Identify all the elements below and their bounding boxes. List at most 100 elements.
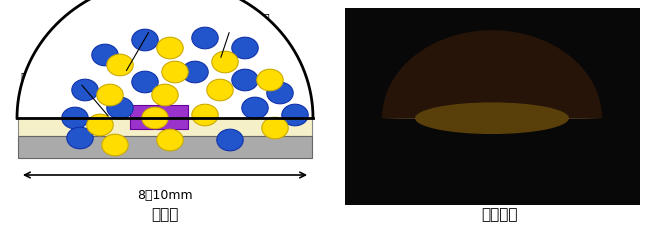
Polygon shape [454, 88, 530, 118]
Polygon shape [398, 44, 585, 118]
Ellipse shape [457, 116, 527, 121]
Ellipse shape [445, 112, 540, 124]
Polygon shape [439, 75, 545, 118]
Ellipse shape [162, 61, 188, 83]
Bar [18, 118, 312, 136]
Polygon shape [411, 54, 573, 118]
Ellipse shape [102, 134, 128, 156]
Text: 紫色チップ: 紫色チップ [20, 72, 57, 85]
Ellipse shape [62, 107, 88, 129]
Polygon shape [393, 39, 590, 118]
Bar [18, 136, 312, 158]
Polygon shape [440, 76, 544, 118]
Ellipse shape [460, 117, 525, 120]
Text: 8～10mm: 8～10mm [137, 189, 193, 202]
Polygon shape [410, 53, 574, 118]
Ellipse shape [415, 102, 569, 134]
Ellipse shape [192, 104, 218, 126]
Polygon shape [431, 69, 553, 118]
Ellipse shape [132, 29, 158, 51]
Polygon shape [391, 37, 593, 118]
Ellipse shape [152, 84, 178, 106]
Polygon shape [456, 90, 528, 118]
Ellipse shape [182, 61, 208, 83]
Bar [345, 8, 640, 205]
Ellipse shape [232, 69, 258, 91]
Polygon shape [455, 89, 529, 118]
Polygon shape [435, 72, 549, 118]
Ellipse shape [435, 109, 549, 128]
Ellipse shape [157, 129, 183, 151]
Text: Cl_MS蛍光体: Cl_MS蛍光体 [210, 12, 270, 25]
Polygon shape [430, 68, 554, 118]
Ellipse shape [432, 108, 552, 128]
Polygon shape [442, 78, 541, 118]
Ellipse shape [207, 79, 233, 101]
Ellipse shape [282, 104, 308, 126]
Polygon shape [443, 79, 540, 118]
Ellipse shape [430, 107, 554, 129]
Polygon shape [402, 47, 582, 118]
Ellipse shape [450, 114, 534, 123]
Polygon shape [387, 34, 597, 118]
Polygon shape [404, 48, 580, 118]
Ellipse shape [132, 71, 158, 93]
Ellipse shape [437, 109, 547, 127]
Ellipse shape [157, 37, 183, 59]
Polygon shape [450, 85, 534, 118]
Ellipse shape [142, 107, 168, 129]
Ellipse shape [452, 114, 532, 122]
Ellipse shape [428, 106, 556, 130]
Ellipse shape [425, 105, 559, 131]
Polygon shape [432, 70, 552, 118]
Polygon shape [396, 41, 588, 118]
Ellipse shape [92, 44, 118, 66]
Ellipse shape [72, 79, 98, 101]
Polygon shape [397, 42, 586, 118]
Polygon shape [409, 52, 575, 118]
Ellipse shape [232, 37, 258, 59]
Ellipse shape [462, 117, 522, 119]
Polygon shape [434, 71, 551, 118]
Polygon shape [445, 81, 539, 118]
Polygon shape [17, 0, 313, 118]
Polygon shape [414, 56, 570, 118]
Text: 青色蛍光体: 青色蛍光体 [115, 12, 153, 25]
Polygon shape [436, 73, 548, 118]
Polygon shape [446, 82, 538, 118]
Ellipse shape [257, 69, 283, 91]
Ellipse shape [454, 115, 529, 121]
Polygon shape [405, 49, 579, 118]
Text: 発光状態: 発光状態 [482, 207, 518, 222]
Polygon shape [392, 38, 592, 118]
Polygon shape [401, 46, 583, 118]
Ellipse shape [447, 113, 537, 124]
Ellipse shape [440, 110, 544, 126]
Ellipse shape [97, 84, 124, 106]
Polygon shape [413, 55, 571, 118]
Polygon shape [422, 62, 562, 118]
Polygon shape [451, 86, 533, 118]
Polygon shape [395, 41, 589, 118]
Ellipse shape [217, 129, 243, 151]
Ellipse shape [420, 104, 564, 132]
Polygon shape [418, 59, 566, 118]
Ellipse shape [262, 117, 288, 139]
Ellipse shape [417, 103, 567, 133]
Polygon shape [400, 45, 584, 118]
Polygon shape [437, 74, 547, 118]
Text: 構　造: 構 造 [151, 207, 179, 222]
Polygon shape [447, 82, 536, 118]
Polygon shape [382, 30, 602, 118]
Polygon shape [427, 66, 557, 118]
Polygon shape [390, 36, 594, 118]
Polygon shape [406, 50, 578, 118]
Polygon shape [426, 65, 558, 118]
Bar [130, 105, 188, 129]
Polygon shape [421, 61, 564, 118]
Polygon shape [415, 57, 569, 118]
Polygon shape [423, 63, 561, 118]
Polygon shape [441, 77, 543, 118]
Polygon shape [428, 67, 556, 118]
Polygon shape [452, 87, 532, 118]
